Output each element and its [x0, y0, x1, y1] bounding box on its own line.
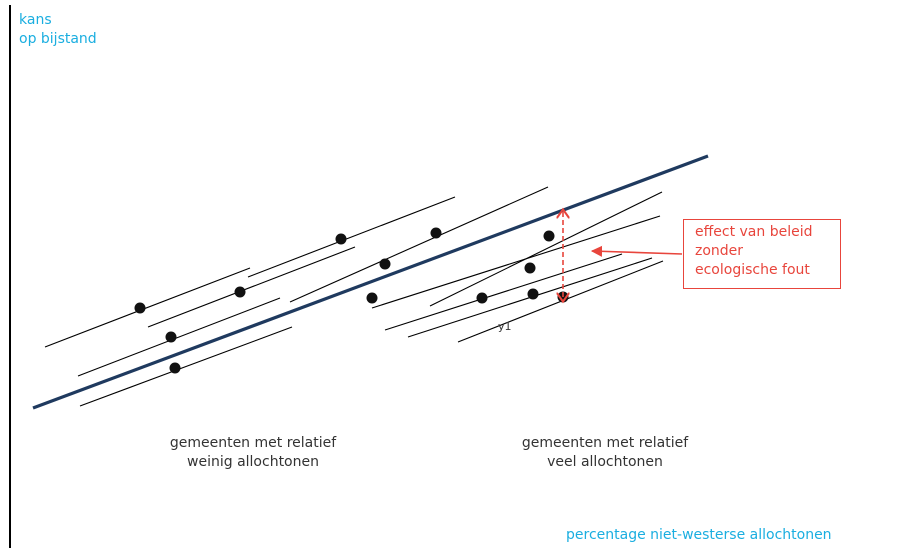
regression-line: [147, 246, 356, 328]
data-point: [165, 331, 177, 343]
regression-line: [384, 253, 623, 331]
data-point: [335, 233, 347, 245]
data-point: [366, 292, 378, 304]
regression-line: [429, 191, 663, 307]
data-point: [524, 262, 536, 274]
data-point: [527, 288, 539, 300]
callout-line: zonder: [695, 243, 744, 259]
group-label-line: gemeenten met relatief: [169, 435, 337, 451]
regression-line: [79, 326, 293, 407]
effect-callout-box: effect van beleid zonder ecologische fou…: [683, 219, 841, 289]
regression-line: [44, 267, 251, 348]
data-point: [430, 227, 442, 239]
group-label-many: gemeenten met relatief veel allochtonen: [500, 434, 710, 472]
points-few: [134, 227, 442, 374]
data-point: [476, 292, 488, 304]
regression-lines-many: [371, 191, 664, 343]
x-axis-label: percentage niet-westerse allochtonen: [566, 527, 832, 543]
data-point: [134, 302, 146, 314]
group-label-line: weinig allochtonen: [187, 454, 319, 470]
point-label-y1: y1: [498, 320, 512, 333]
data-point: [234, 286, 246, 298]
callout-line: effect van beleid: [695, 224, 813, 240]
data-point: [543, 230, 555, 242]
group-label-line: veel allochtonen: [547, 454, 663, 470]
group-label-line: gemeenten met relatief: [521, 435, 689, 451]
callout-pointer: [590, 245, 683, 257]
data-point: [379, 258, 391, 270]
y-axis-label-line: op bijstand: [19, 31, 97, 47]
regression-line: [289, 186, 549, 303]
regression-line: [371, 215, 661, 309]
points-many: [476, 230, 569, 304]
regression-line: [77, 297, 281, 377]
main-regression-line: [32, 154, 709, 410]
group-label-few: gemeenten met relatief weinig allochtone…: [148, 434, 358, 472]
regression-line: [247, 196, 456, 278]
data-point: [169, 362, 181, 374]
callout-line: ecologische fout: [695, 262, 810, 278]
y-axis-label-line: kans: [19, 12, 52, 28]
regression-lines-few: [44, 186, 549, 407]
y-axis-label: kans op bijstand: [19, 11, 97, 49]
